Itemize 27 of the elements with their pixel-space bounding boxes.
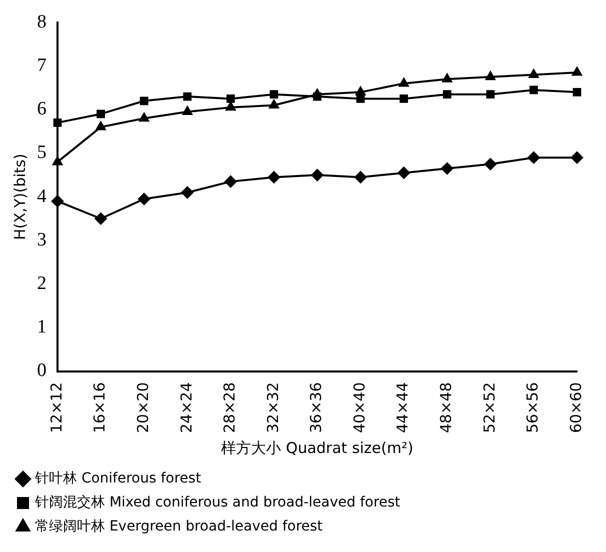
y-tick-label: 4 (37, 186, 47, 207)
x-tick-label: 28×28 (220, 382, 239, 434)
legend-label: 常绿阔叶林 Evergreen broad-leaved forest (35, 518, 324, 535)
x-tick-label: 16×16 (90, 382, 109, 434)
x-tick-label: 56×56 (524, 382, 542, 434)
legend-label: 针阔混交林 Mixed coniferous and broad-leaved forest (34, 494, 401, 511)
y-tick-label: 5 (37, 142, 46, 164)
x-tick-label: 44×44 (394, 382, 412, 434)
y-axis-title: H(X,Y)(bits) (10, 154, 29, 240)
x-tick-label: 12×12 (47, 382, 66, 434)
x-axis-title: 样方大小 Quadrat size(m²) (221, 438, 414, 457)
x-tick-label: 24×24 (177, 382, 196, 434)
y-tick-label: 6 (37, 98, 46, 120)
y-tick-label: 7 (37, 54, 46, 76)
x-tick-label: 48×48 (437, 382, 456, 434)
x-tick-label: 40×40 (350, 382, 368, 434)
x-tick-label: 32×32 (264, 382, 282, 434)
y-tick-label: 3 (37, 229, 46, 250)
y-tick-label: 1 (37, 316, 46, 338)
x-tick-label: 36×36 (307, 382, 326, 434)
y-tick-label: 2 (37, 273, 46, 294)
x-tick-label: 60×60 (566, 382, 585, 434)
y-tick-label: 0 (37, 360, 46, 382)
legend-label: 针叶林 Coniferous forest (34, 470, 202, 487)
x-tick-label: 20×20 (134, 382, 152, 434)
x-tick-label: 52×52 (480, 382, 498, 434)
y-tick-label: 8 (37, 11, 46, 32)
